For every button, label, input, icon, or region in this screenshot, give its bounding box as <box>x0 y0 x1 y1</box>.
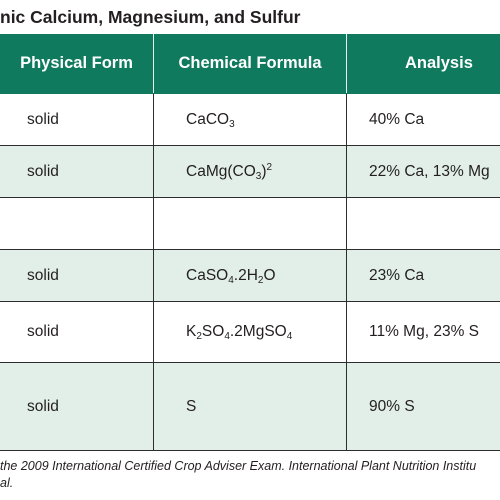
table-row: solid CaMg(CO3)2 22% Ca, 13% Mg <box>0 146 500 198</box>
chemical-formula-cell <box>154 198 346 249</box>
table-row: solid S 90% S <box>0 363 500 451</box>
analysis-cell: 22% Ca, 13% Mg <box>369 162 490 180</box>
chemical-formula-cell: CaMg(CO3)2 <box>154 146 346 197</box>
chemical-formula-text: K2SO4.2MgSO4 <box>186 323 293 342</box>
physical-form-cell: solid <box>27 266 59 284</box>
analysis-cell: 11% Mg, 23% S <box>369 323 479 340</box>
footnote-line: al. <box>0 476 14 490</box>
chemical-formula-cell: S <box>154 363 346 450</box>
column-divider <box>346 146 347 197</box>
header-divider <box>346 34 347 93</box>
column-divider <box>346 363 347 450</box>
header-analysis: Analysis <box>405 54 473 72</box>
source-footnote: the 2009 International Certified Crop Ad… <box>0 458 476 492</box>
header-physical-form: Physical Form <box>20 54 133 72</box>
column-divider <box>153 146 154 197</box>
physical-form-cell: solid <box>27 110 59 128</box>
analysis-cell: 23% Ca <box>369 266 425 284</box>
analysis-cell: 40% Ca <box>369 110 425 128</box>
chemical-formula-text: CaCO3 <box>186 110 235 130</box>
analysis-cell: 90% S <box>369 397 415 415</box>
column-divider <box>346 302 347 362</box>
column-divider <box>153 250 154 301</box>
column-divider <box>346 94 347 145</box>
header-divider <box>153 34 154 93</box>
chemical-formula-cell: CaSO4.2H2O <box>154 250 346 301</box>
table-row <box>0 198 500 250</box>
fertilizer-table: Physical Form Chemical Formula Analysis … <box>0 34 500 451</box>
physical-form-cell: solid <box>27 162 59 180</box>
footnote-line: the 2009 International Certified Crop Ad… <box>0 459 477 473</box>
physical-form-cell: solid <box>27 323 59 340</box>
header-chemical-formula: Chemical Formula <box>178 54 322 72</box>
analysis-cell <box>347 198 500 249</box>
chemical-formula-text: CaSO4.2H2O <box>186 266 276 286</box>
table-row: solid K2SO4.2MgSO4 11% Mg, 23% S <box>0 302 500 363</box>
table-row: solid CaCO3 40% Ca <box>0 94 500 146</box>
physical-form-cell <box>0 198 153 249</box>
chemical-formula-cell: K2SO4.2MgSO4 <box>154 302 346 362</box>
table-row: solid CaSO4.2H2O 23% Ca <box>0 250 500 302</box>
column-divider <box>346 250 347 301</box>
column-divider <box>153 94 154 145</box>
chemical-formula-text: CaMg(CO3)2 <box>186 161 273 182</box>
table-header-row: Physical Form Chemical Formula Analysis <box>0 34 500 94</box>
physical-form-cell: solid <box>27 397 59 415</box>
chemical-formula-text: S <box>186 397 197 415</box>
column-divider <box>346 198 347 249</box>
table-title: nic Calcium, Magnesium, and Sulfur <box>0 7 301 27</box>
column-divider <box>153 363 154 450</box>
column-divider <box>153 198 154 249</box>
chemical-formula-cell: CaCO3 <box>154 94 346 145</box>
column-divider <box>153 302 154 362</box>
